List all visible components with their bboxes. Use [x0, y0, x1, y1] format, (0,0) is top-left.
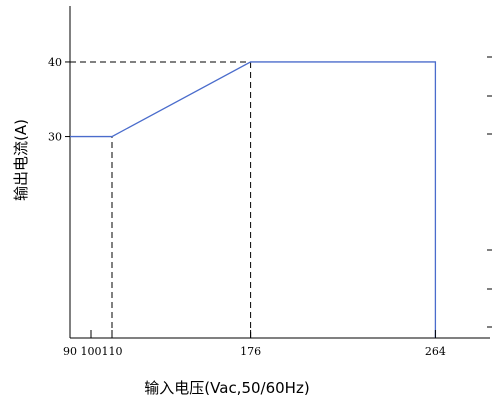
x-tick-label-176: 176: [240, 345, 261, 358]
y-axis-ticks: 30 40: [48, 56, 70, 144]
reference-lines: [70, 61, 252, 338]
x-tick-label-90: 90: [63, 345, 77, 358]
series-lines: [70, 61, 437, 338]
x-tick-label-100: 100: [81, 345, 102, 358]
series-line-1: [70, 61, 437, 338]
x-tick-label-264: 264: [425, 345, 446, 358]
y-tick-label-30: 30: [48, 131, 62, 144]
x-axis-title: 输入电压(Vac,50/60Hz): [144, 379, 309, 397]
plot-frame: [69, 6, 490, 339]
y-tick-label-40: 40: [48, 56, 62, 69]
x-tick-label-110: 110: [102, 345, 123, 358]
right-axis-ticks: [487, 56, 492, 328]
x-axis-ticks: 90 100 110 176 264: [63, 330, 446, 358]
y-axis-title: 输出电流(A): [12, 119, 30, 201]
